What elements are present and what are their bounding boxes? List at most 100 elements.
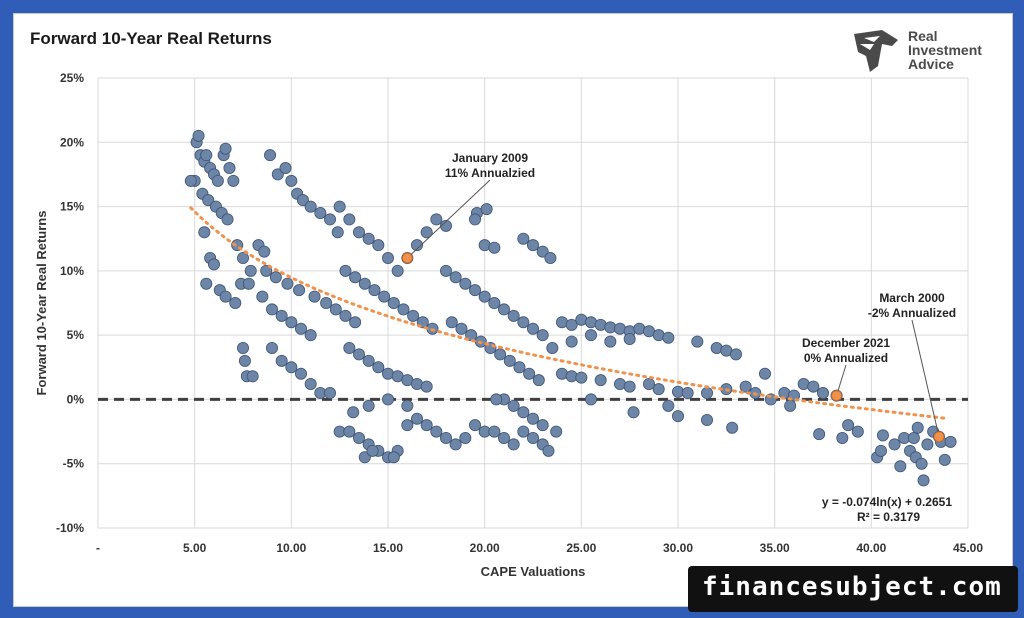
data-point: [468, 213, 481, 226]
x-tick-label: 10.00: [276, 541, 306, 555]
data-point: [836, 431, 849, 444]
data-point: [285, 316, 298, 329]
data-point: [784, 399, 797, 412]
y-tick-label: -10%: [56, 521, 84, 535]
annotation-line-2: -2% Annualized: [868, 306, 956, 320]
data-point: [294, 322, 307, 335]
data-point: [875, 444, 888, 457]
data-point: [397, 303, 410, 316]
data-point: [362, 354, 375, 367]
data-point: [381, 393, 394, 406]
data-point: [439, 264, 452, 277]
data-point: [468, 419, 481, 432]
data-point: [387, 296, 400, 309]
data-point: [368, 284, 381, 297]
data-point: [807, 380, 820, 393]
data-point: [701, 386, 714, 399]
data-point: [488, 425, 501, 438]
data-point: [258, 245, 271, 258]
data-point: [236, 251, 249, 264]
data-point: [420, 226, 433, 239]
y-tick-label: 25%: [60, 71, 84, 85]
data-point: [372, 361, 385, 374]
annotation-line-1: January 2009: [452, 151, 528, 165]
data-point: [420, 380, 433, 393]
logo-line-2: Investment: [908, 42, 982, 58]
data-point: [410, 239, 423, 252]
annotation-line-1: December 2021: [802, 336, 890, 350]
data-point: [343, 425, 356, 438]
data-point: [527, 431, 540, 444]
data-point: [594, 374, 607, 387]
data-point: [314, 206, 327, 219]
data-point: [439, 431, 452, 444]
data-point: [381, 251, 394, 264]
data-point: [888, 438, 901, 451]
data-point: [372, 239, 385, 252]
data-point: [507, 438, 520, 451]
data-point: [293, 284, 306, 297]
data-point: [944, 435, 957, 448]
data-point: [623, 380, 636, 393]
x-tick-label: 35.00: [760, 541, 790, 555]
data-point: [244, 264, 257, 277]
data-point: [343, 213, 356, 226]
data-point: [333, 200, 346, 213]
trendline-path: [189, 206, 947, 420]
annotation-line-1: March 2000: [879, 291, 945, 305]
data-point: [275, 354, 288, 367]
data-point: [478, 290, 491, 303]
data-point: [917, 474, 930, 487]
x-tick-label: -: [96, 541, 100, 555]
data-point: [513, 361, 526, 374]
data-point: [323, 386, 336, 399]
data-point: [200, 149, 213, 162]
data-point: [339, 309, 352, 322]
data-point: [911, 421, 924, 434]
data-point: [304, 377, 317, 390]
x-tick-label: 20.00: [470, 541, 500, 555]
data-point: [527, 412, 540, 425]
data-point: [662, 399, 675, 412]
data-point: [362, 232, 375, 245]
data-point: [536, 419, 549, 432]
eagle-logo-icon: [854, 30, 898, 72]
data-point: [726, 421, 739, 434]
data-point: [339, 264, 352, 277]
data-point: [681, 386, 694, 399]
trendline-r-squared: R² = 0.3179: [857, 510, 920, 524]
data-point: [242, 277, 255, 290]
x-tick-label: 25.00: [566, 541, 596, 555]
data-point: [236, 341, 249, 354]
data-point: [329, 303, 342, 316]
data-point: [480, 203, 493, 216]
y-tick-label: 10%: [60, 264, 84, 278]
data-point: [420, 419, 433, 432]
data-point: [813, 428, 826, 441]
y-tick-label: 0%: [67, 392, 85, 406]
data-point: [585, 329, 598, 342]
data-point: [184, 174, 197, 187]
data-point: [439, 219, 452, 232]
data-point: [401, 399, 414, 412]
data-point: [455, 322, 468, 335]
data-point: [907, 431, 920, 444]
data-point: [219, 290, 232, 303]
data-point: [430, 213, 443, 226]
data-point: [358, 451, 371, 464]
data-point: [219, 142, 232, 155]
data-point: [842, 419, 855, 432]
data-point: [202, 194, 215, 207]
x-tick-label: 30.00: [663, 541, 693, 555]
logo-line-3: Advice: [908, 56, 954, 72]
data-point: [347, 406, 360, 419]
data-point: [430, 425, 443, 438]
data-point: [575, 371, 588, 384]
data-point: [281, 277, 294, 290]
data-point: [192, 129, 205, 142]
data-point: [391, 264, 404, 277]
logo-text: Real Investment Advice: [908, 29, 982, 71]
data-point: [269, 271, 282, 284]
data-point: [921, 438, 934, 451]
data-point: [449, 271, 462, 284]
